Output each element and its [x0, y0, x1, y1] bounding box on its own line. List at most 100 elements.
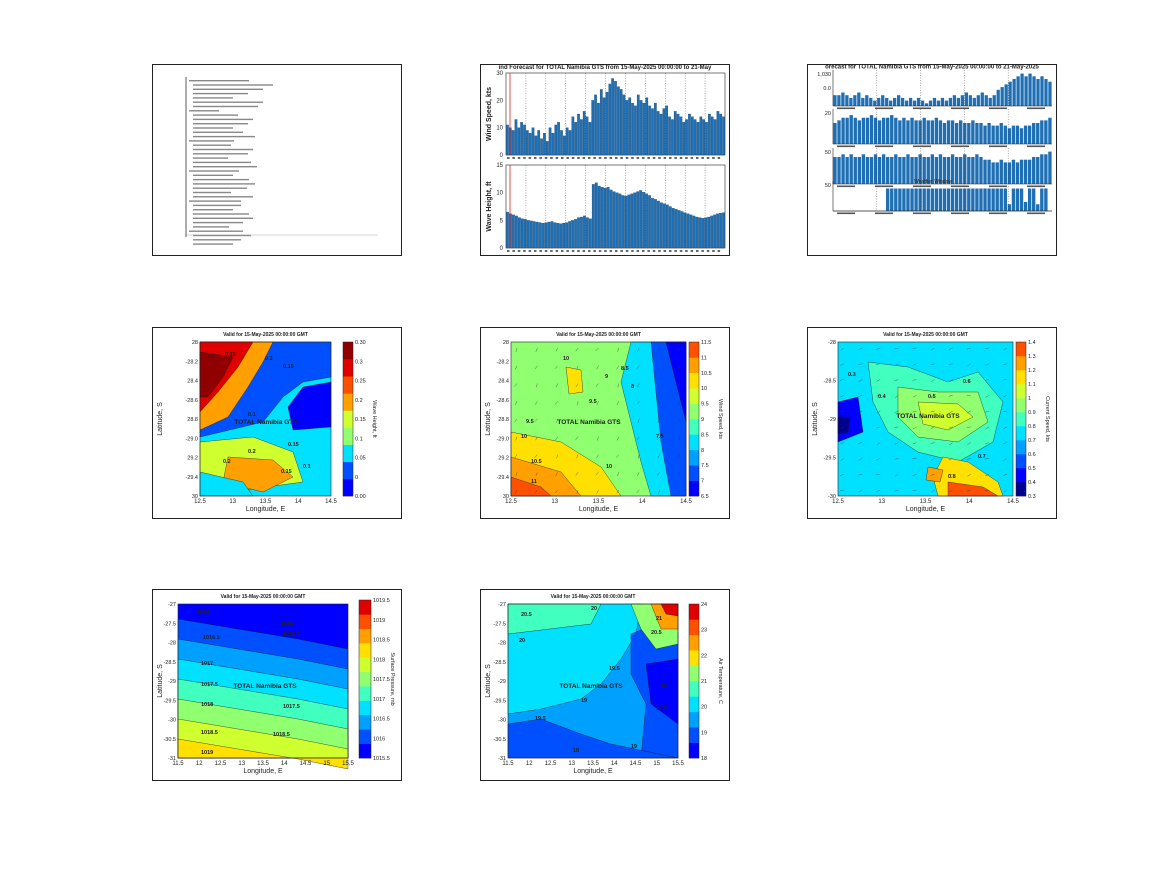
vector-arrow	[858, 458, 863, 461]
bar	[659, 202, 663, 249]
vector-arrow	[876, 489, 881, 492]
bar	[535, 221, 539, 249]
colorbar-segment	[343, 376, 353, 394]
x-tick-mark	[528, 157, 532, 159]
bar	[918, 154, 922, 184]
vector-arrow	[930, 395, 935, 397]
colorbar-tick-label: 11.5	[701, 340, 711, 346]
y-tick-label: 0	[500, 246, 504, 252]
x-tick-mark	[604, 157, 607, 159]
bar	[869, 97, 873, 106]
bar	[1024, 76, 1028, 106]
x-tick-mark	[571, 157, 575, 159]
x-tick-mark	[642, 250, 645, 252]
bar	[520, 218, 524, 249]
vector-arrow	[876, 410, 881, 414]
bar	[1003, 162, 1007, 184]
bar	[841, 92, 845, 106]
bar	[517, 217, 521, 249]
x-tick-label	[837, 107, 855, 110]
bar	[979, 157, 983, 184]
x-tick-mark	[512, 250, 515, 252]
bar	[631, 102, 634, 156]
contour-label: 1017.5	[283, 704, 300, 710]
colorbar-segment	[689, 665, 699, 682]
y-tick-label: 10	[496, 191, 503, 197]
y-tick-label: 28	[192, 340, 198, 346]
bar	[648, 195, 651, 249]
colorbar-tick-label: 1018	[373, 657, 385, 663]
colorbar-frame	[688, 341, 700, 497]
bar	[877, 157, 882, 184]
bar	[618, 193, 622, 249]
x-tick-label	[989, 185, 1007, 188]
vector-arrow	[514, 418, 518, 423]
bar	[708, 113, 711, 156]
vector-arrow	[930, 474, 935, 476]
y-tick-label: 5	[500, 218, 504, 224]
bar	[932, 97, 937, 106]
bar	[1044, 79, 1048, 106]
bar	[654, 199, 657, 249]
bar	[865, 157, 870, 184]
bar	[889, 100, 893, 106]
summary-text-line	[193, 243, 233, 245]
x-tick-label: 13.5	[257, 761, 269, 767]
x-tick-label: 12.5	[545, 761, 557, 767]
y-tick-label: 50	[825, 183, 831, 189]
vector-arrow	[840, 426, 845, 430]
vector-arrow	[678, 436, 681, 441]
bar	[954, 123, 959, 144]
bar	[614, 81, 617, 156]
bar	[938, 154, 943, 184]
contour-label: 1016.5	[203, 635, 220, 641]
map-title: Valid for 15-May-2025 00:00:00 GMT	[883, 332, 968, 338]
bar	[594, 94, 597, 156]
bar	[630, 193, 634, 249]
vector-arrow	[576, 418, 579, 423]
colorbar-tick-label: 1017.5	[373, 677, 390, 683]
x-tick-label	[875, 185, 893, 188]
vector-arrow	[515, 436, 518, 441]
x-tick-label	[913, 145, 931, 148]
bar	[946, 188, 951, 211]
bar	[651, 198, 654, 249]
contour-label: 1019	[201, 750, 213, 756]
summary-text-line	[193, 92, 248, 95]
x-tick-mark	[555, 157, 559, 159]
bar	[719, 113, 723, 156]
x-tick-mark	[690, 250, 694, 252]
x-tick-mark	[555, 250, 559, 252]
contour-band	[837, 416, 851, 435]
current-speed-map-panel: Valid for 15-May-2025 00:00:00 GMT 12.5 13…	[807, 327, 1057, 519]
bar	[538, 222, 542, 249]
vector-arrow	[984, 489, 989, 492]
y-tick-label: -29.0	[185, 436, 198, 442]
bar	[689, 214, 693, 249]
bar	[617, 86, 620, 156]
x-tick-label	[1027, 185, 1045, 188]
colorbar-tick-label: 0.3	[355, 359, 363, 365]
bar	[930, 154, 934, 184]
map-frame	[837, 341, 1014, 497]
colorbar-tick-label: 1.3	[1028, 354, 1036, 360]
x-tick-label: 13	[568, 761, 575, 767]
contour-label: 1018.5	[273, 732, 290, 738]
contour-label: 1017	[201, 661, 213, 667]
bar	[1007, 204, 1012, 211]
vector-arrow	[1003, 347, 1008, 351]
vector-arrow	[595, 347, 599, 352]
bar	[959, 157, 963, 184]
bar	[628, 97, 632, 156]
y-tick-label: -28	[828, 340, 836, 346]
x-tick-mark	[609, 250, 613, 252]
bar	[1023, 202, 1028, 211]
summary-text-line	[193, 196, 253, 198]
bar	[833, 123, 837, 144]
x-tick-mark	[674, 157, 677, 159]
vector-arrow	[876, 426, 881, 429]
map-frame	[507, 603, 679, 759]
x-tick-mark	[534, 250, 537, 252]
bar	[944, 100, 949, 106]
x-tick-label: 14	[611, 761, 618, 767]
